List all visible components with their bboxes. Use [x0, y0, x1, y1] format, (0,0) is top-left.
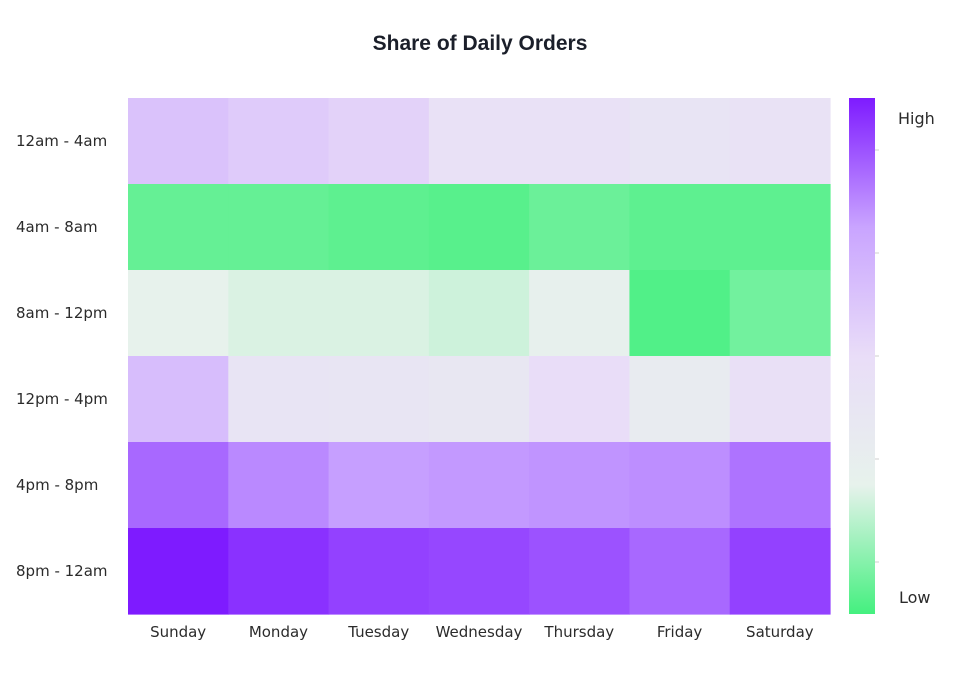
heatmap-cell: [428, 356, 530, 443]
heatmap-cell: [729, 442, 831, 529]
heatmap-cell: [328, 356, 430, 443]
heatmap-cell: [128, 528, 229, 615]
column-label: Sunday: [150, 623, 206, 641]
column-label: Saturday: [746, 623, 814, 641]
heatmap-cell: [629, 270, 731, 357]
heatmap-cell: [128, 356, 229, 443]
column-label: Friday: [657, 623, 703, 641]
row-label: 12am - 4am: [16, 132, 107, 150]
row-label: 4am - 8am: [16, 218, 98, 236]
heatmap-cell: [529, 442, 631, 529]
heatmap-cell: [629, 442, 731, 529]
heatmap-cell: [629, 184, 731, 271]
chart-title: Share of Daily Orders: [372, 32, 588, 55]
colorbar-ticks: [875, 149, 879, 563]
heatmap-cell: [529, 184, 631, 271]
heatmap-cell: [529, 98, 631, 185]
column-label: Monday: [249, 623, 308, 641]
heatmap-cell: [729, 270, 831, 357]
colorbar-gradient: [849, 98, 875, 614]
heatmap-cells: [128, 98, 831, 615]
heatmap-cell: [629, 356, 731, 443]
heatmap-cell: [629, 98, 731, 185]
row-labels: 12am - 4am 4am - 8am 8am - 12pm 12pm - 4pm 4…: [16, 132, 108, 580]
heatmap-cell: [729, 98, 831, 185]
row-label: 8am - 12pm: [16, 304, 108, 322]
heatmap-cell: [428, 270, 530, 357]
heatmap-cell: [328, 442, 430, 529]
column-labels: Sunday Monday Tuesday Wednesday Thursday Frid…: [150, 623, 814, 641]
heatmap-cell: [128, 98, 229, 185]
heatmap-cell: [228, 98, 330, 185]
heatmap-cell: [328, 184, 430, 271]
heatmap-cell: [529, 270, 631, 357]
heatmap-cell: [428, 98, 530, 185]
heatmap-cell: [128, 270, 229, 357]
colorbar-high-label: High: [898, 109, 935, 128]
heatmap-cell: [328, 528, 430, 615]
heatmap-cell: [328, 98, 430, 185]
heatmap-cell: [428, 442, 530, 529]
row-label: 12pm - 4pm: [16, 390, 108, 408]
heatmap-cell: [228, 356, 330, 443]
heatmap-cell: [228, 442, 330, 529]
row-label: 4pm - 8pm: [16, 476, 98, 494]
heatmap-cell: [128, 442, 229, 529]
heatmap-cell: [428, 184, 530, 271]
column-label: Wednesday: [436, 623, 523, 641]
column-label: Thursday: [543, 623, 614, 641]
heatmap-cell: [529, 528, 631, 615]
colorbar-low-label: Low: [899, 588, 931, 607]
column-label: Tuesday: [347, 623, 409, 641]
heatmap-cell: [428, 528, 530, 615]
heatmap-cell: [729, 356, 831, 443]
heatmap-cell: [629, 528, 731, 615]
heatmap-cell: [529, 356, 631, 443]
heatmap-cell: [128, 184, 229, 271]
heatmap-cell: [729, 184, 831, 271]
colorbar: High Low: [849, 98, 935, 614]
heatmap-cell: [328, 270, 430, 357]
heatmap-cell: [228, 184, 330, 271]
heatmap-cell: [729, 528, 831, 615]
heatmap-cell: [228, 270, 330, 357]
row-label: 8pm - 12am: [16, 562, 108, 580]
heatmap-cell: [228, 528, 330, 615]
